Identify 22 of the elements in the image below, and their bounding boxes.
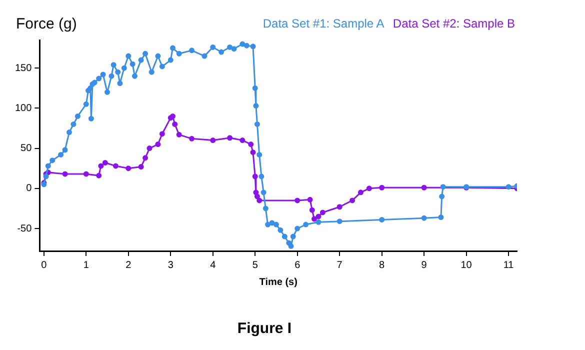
x-tick-label: 1 [83,260,90,271]
series-label: Data Set #1: Sample A [262,16,384,30]
y-tick-label: 50 [20,143,32,154]
y-tick-label: -50 [17,223,32,234]
x-tick-label: 7 [336,260,343,271]
x-tick-label: 6 [294,260,301,271]
x-tick-label: 3 [168,260,174,271]
x-tick-label: 8 [379,260,386,271]
text: Data Set #2: Sample B [392,16,516,30]
x-tick-label: 4 [210,260,216,271]
y-tick-label: 150 [14,62,32,74]
x-tick-label: 2 [126,260,132,271]
x-tick-label: 0 [41,260,48,271]
y-tick-label: 100 [14,102,32,114]
x-tick-label: 5 [252,260,258,271]
text: Figure I [237,320,292,338]
x-tick-label: 10 [460,260,472,271]
x-tick-label: 11 [503,260,514,271]
y-tick-label: 0 [26,183,32,194]
y-axis-title: Force (g) [16,16,77,33]
x-axis-title: Time (s) [259,276,298,288]
x-tick-label: 9 [421,260,428,271]
